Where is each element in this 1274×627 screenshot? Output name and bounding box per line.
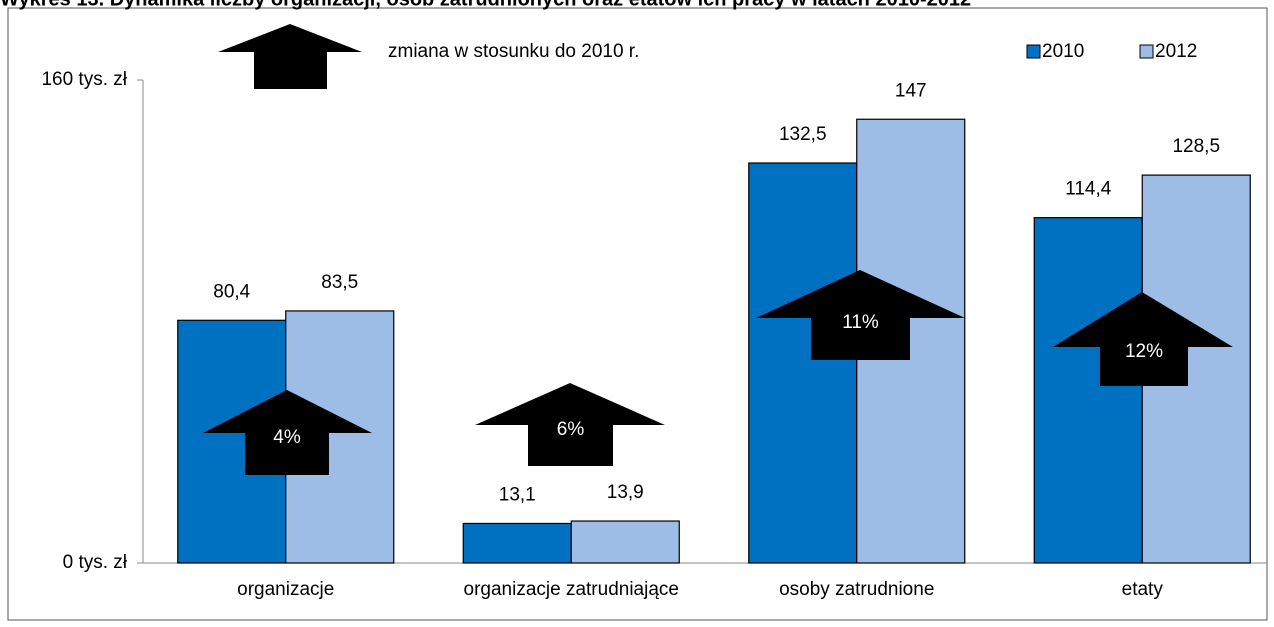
- bar: [748, 162, 858, 564]
- data-label: 13,1: [499, 484, 536, 505]
- bar: [570, 520, 680, 564]
- data-label: 13,9: [607, 482, 644, 503]
- data-label: 147: [895, 80, 927, 101]
- x-tick-label: organizacje: [237, 579, 334, 600]
- bar: [462, 522, 572, 564]
- change-label: 12%: [1125, 341, 1163, 362]
- x-tick-label: etaty: [1122, 579, 1164, 600]
- data-label: 114,4: [1065, 179, 1112, 200]
- data-label: 128,5: [1172, 136, 1220, 157]
- change-arrow: [475, 383, 665, 466]
- y-tick-label: 160 tys. zł: [41, 69, 127, 90]
- data-label: 132,5: [779, 124, 827, 145]
- change-label: 4%: [273, 427, 301, 448]
- change-arrow: [1053, 292, 1233, 386]
- legend-label: 2012: [1155, 41, 1197, 62]
- legend-arrow: [218, 24, 362, 89]
- legend-swatch: [1026, 44, 1041, 59]
- change-arrow: [203, 390, 372, 475]
- change-label: 6%: [557, 419, 585, 440]
- data-label: 83,5: [321, 272, 358, 293]
- change-label: 11%: [842, 312, 879, 333]
- legend-swatch: [1139, 44, 1154, 59]
- chart-title: Wykres 13. Dynamika liczby organizacji, …: [0, 0, 971, 10]
- x-tick-label: osoby zatrudnione: [779, 579, 934, 600]
- x-tick-label: organizacje zatrudniające: [464, 579, 679, 600]
- data-label: 80,4: [213, 281, 250, 302]
- chart-border: [7, 7, 1268, 621]
- arrow-legend-text: zmiana w stosunku do 2010 r.: [388, 41, 639, 62]
- change-arrow: [756, 270, 965, 360]
- legend-label: 2010: [1042, 41, 1084, 62]
- y-tick-label: 0 tys. zł: [63, 552, 128, 573]
- bar: [1033, 217, 1143, 564]
